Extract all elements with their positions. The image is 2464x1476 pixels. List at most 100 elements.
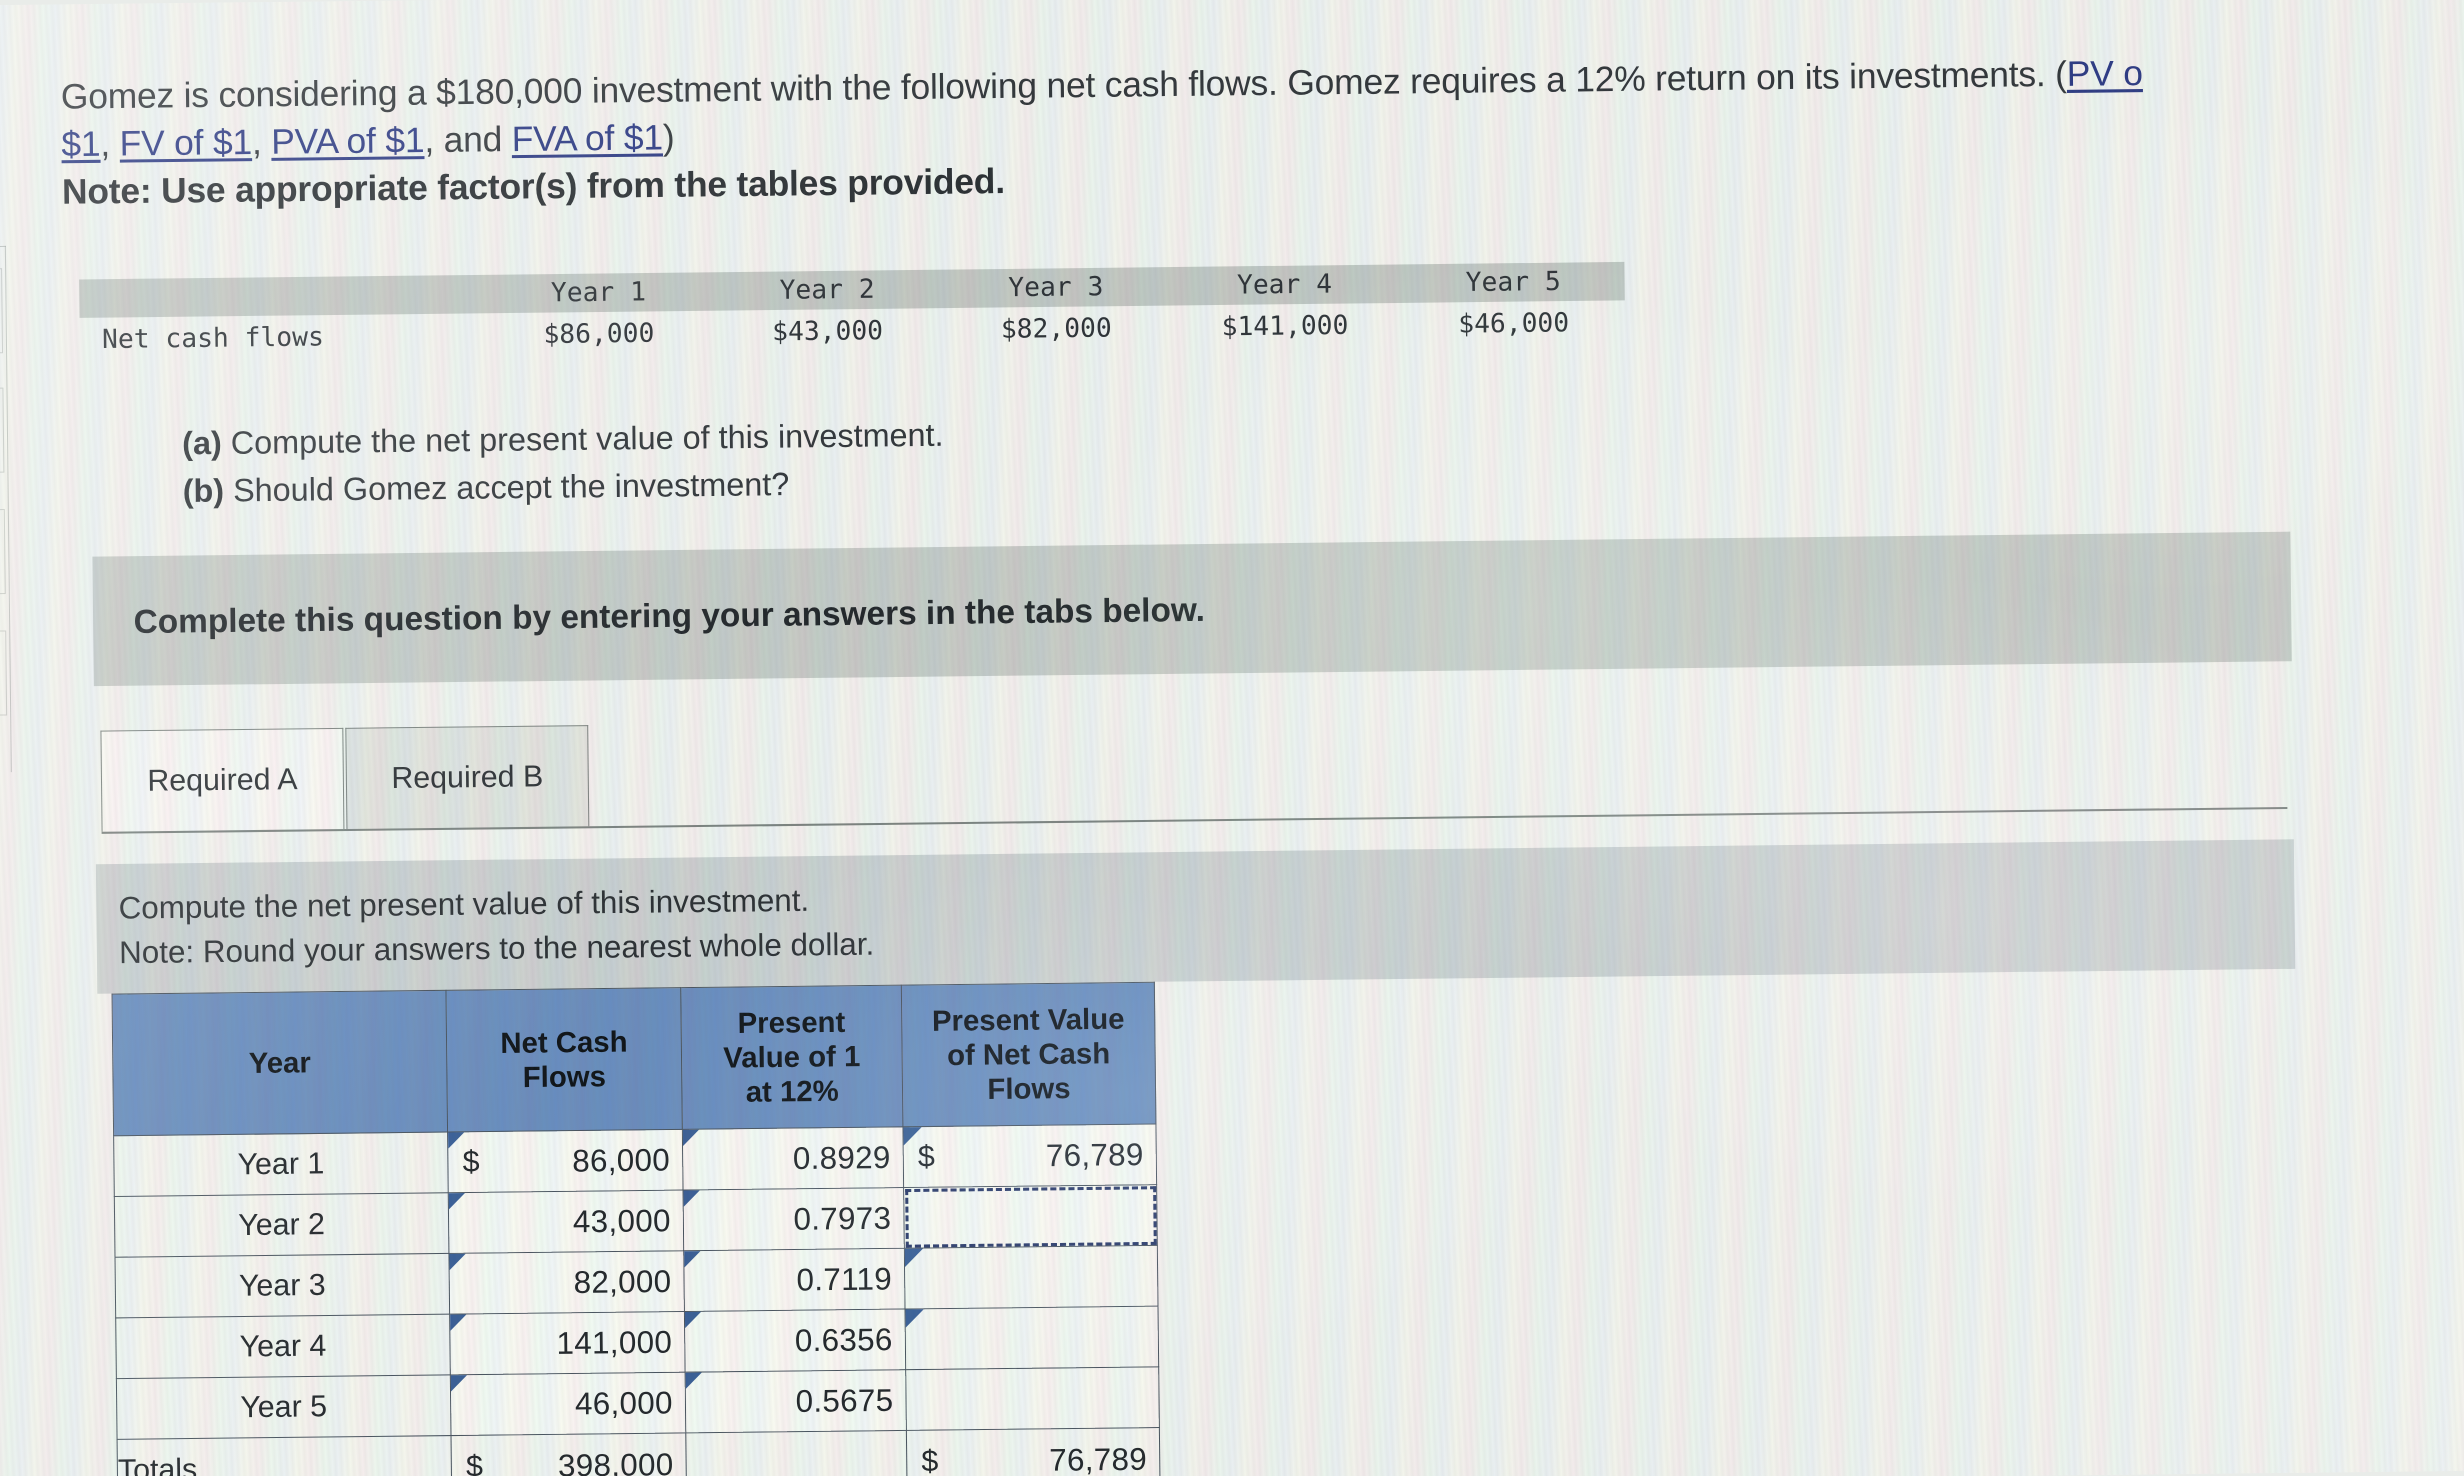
sep-2: , [251,122,272,163]
value-pv-factor-year-5: 0.5675 [795,1381,894,1419]
total-pv-factor-empty [685,1430,908,1476]
value-net-cash-flow-year-4: 141,000 [556,1323,673,1361]
header-net-cash-flows: Net Cash Flows [445,987,683,1132]
tab-required-b[interactable]: Required B [345,725,590,830]
cash-header-year-4: Year 4 [1236,269,1333,301]
total-pv-net-cash-flows: $ 76,789 [906,1427,1161,1476]
header-flows-line1: Net Cash [500,1025,628,1060]
input-pv-factor-year-4[interactable]: 0.6356 [684,1308,906,1373]
header-pv1-line1: Present [737,1006,846,1040]
sub-questions: (a) Compute the net present value of thi… [182,411,944,515]
value-pv-factor-year-2: 0.7973 [793,1199,892,1237]
net-cash-flows-table: Year 1 Year 2 Year 3 Year 4 Year 5 Net c… [79,261,1628,363]
question-a-text: Compute the net present value of this in… [221,416,944,462]
header-present-value-of-1: Present Value of 1 at 12% [680,985,903,1130]
header-flows-line2: Flows [522,1060,607,1094]
answer-table-body: Year 1 $ 86,000 0.8929 [113,1123,1161,1476]
instructions-text: Compute the net present value of this in… [118,878,874,976]
input-pv-factor-year-5[interactable]: 0.5675 [685,1369,907,1433]
input-net-cash-flow-year-4[interactable]: 141,000 [449,1311,686,1375]
input-pv-factor-year-1[interactable]: 0.8929 [682,1126,904,1191]
tab-required-b-label: Required B [391,759,544,795]
total-net-cash-flows: $ 398,000 [451,1432,687,1476]
question-b-marker: (b) [182,472,225,510]
dollar-sign-total-pv: $ [921,1444,939,1476]
cell-corner-triangle-icon [903,1127,922,1146]
cash-value-year-5: $46,000 [1458,308,1570,340]
cell-corner-triangle-icon [450,1375,468,1392]
value-net-cash-flow-year-3: 82,000 [573,1263,672,1300]
header-pvnet-line1: Present Value [931,1002,1125,1038]
row-label-year-1: Year 1 [113,1131,449,1197]
question-b: (b) Should Gomez accept the investment? [182,459,944,515]
input-pv-factor-year-2[interactable]: 0.7973 [683,1187,905,1251]
pv-of-link[interactable]: PV o [2066,53,2143,94]
header-year-line1: Year [248,1046,311,1080]
header-pv1-line2: Value of 1 [723,1040,861,1075]
value-pv-factor-year-1: 0.8929 [792,1139,891,1176]
cash-value-year-1: $86,000 [543,318,655,351]
cell-corner-triangle-icon [685,1372,702,1389]
problem-statement: Gomez is considering a $180,000 investme… [61,45,2464,215]
answer-table-head: Year Net Cash Flows Present Value of 1 a… [112,982,1156,1136]
row-label-year-5: Year 5 [116,1374,452,1440]
input-net-cash-flow-year-3[interactable]: 82,000 [448,1250,685,1315]
input-pv-net-cash-flow-year-4[interactable] [905,1306,1159,1370]
instructions-line-2: Note: Round your answers to the nearest … [118,926,875,971]
table-row: Year 5 46,000 0.5675 [116,1366,1160,1440]
cash-header-year-3: Year 3 [1008,271,1104,304]
left-browser-rail [0,245,12,773]
input-pv-net-cash-flow-year-5[interactable] [905,1366,1160,1431]
input-pv-net-cash-flow-year-3[interactable] [904,1245,1158,1309]
requirement-instructions-banner: Compute the net present value of this in… [95,839,2296,994]
row-label-year-3: Year 3 [115,1253,450,1318]
value-total-pv-net-cash-flows: 76,789 [1049,1440,1148,1476]
value-pv-net-cash-flow-year-1: 76,789 [1045,1136,1144,1173]
fva-of-1-link[interactable]: FVA of $1 [511,117,664,160]
input-net-cash-flow-year-5[interactable]: 46,000 [450,1372,686,1436]
cash-value-year-2: $43,000 [772,315,884,348]
cash-header-year-1: Year 1 [550,277,647,309]
cell-corner-triangle-icon [684,1251,701,1268]
cell-corner-triangle-icon [683,1190,700,1207]
cell-corner-triangle-icon [449,1253,466,1271]
input-pv-net-cash-flow-year-2[interactable] [903,1184,1158,1249]
value-net-cash-flow-year-1: 86,000 [572,1141,671,1179]
input-pv-factor-year-3[interactable]: 0.7119 [683,1248,906,1312]
row-label-year-4: Year 4 [115,1314,451,1379]
input-net-cash-flow-year-2[interactable]: 43,000 [448,1190,684,1254]
question-a: (a) Compute the net present value of thi… [182,411,944,467]
header-pv1-line3: at 12% [745,1074,839,1109]
value-pv-factor-year-4: 0.6356 [794,1321,893,1358]
value-net-cash-flow-year-5: 46,000 [574,1384,673,1422]
fv-of-1-link[interactable]: FV of $1 [119,122,253,164]
pva-of-1-link[interactable]: PVA of $1 [271,120,425,162]
input-pv-net-cash-flow-year-1[interactable]: $ 76,789 [902,1123,1157,1188]
answer-table-header-row: Year Net Cash Flows Present Value of 1 a… [112,982,1156,1136]
dollar-sign-flow-year-1: $ [462,1144,480,1179]
banner-text: Complete this question by entering your … [133,590,1206,641]
value-net-cash-flow-year-2: 43,000 [572,1202,671,1239]
cell-corner-triangle-icon [448,1132,465,1149]
pv-of-1-link[interactable]: $1 [61,124,101,165]
cash-value-year-4: $141,000 [1221,310,1349,343]
cell-corner-triangle-icon [684,1311,702,1329]
paren-close: ) [662,117,675,158]
header-present-value-net-cash-flows: Present Value of Net Cash Flows [901,982,1156,1127]
row-label-totals: Totals [117,1435,452,1476]
requirement-tabs: Required A Required B [100,706,2288,834]
cash-header-year-2: Year 2 [779,274,875,306]
cell-corner-triangle-icon [904,1248,924,1267]
tab-required-a-label: Required A [147,762,298,798]
complete-question-banner: Complete this question by entering your … [92,531,2292,687]
question-b-text: Should Gomez accept the investment? [223,465,790,509]
sep-1: , [100,124,120,164]
cell-corner-triangle-icon [682,1129,700,1147]
tab-required-a[interactable]: Required A [100,727,345,832]
row-label-year-2: Year 2 [114,1192,449,1258]
input-net-cash-flow-year-1[interactable]: $ 86,000 [447,1129,684,1193]
value-total-net-cash-flows: 398,000 [557,1446,674,1476]
header-pvnet-line3: Flows [987,1072,1071,1106]
